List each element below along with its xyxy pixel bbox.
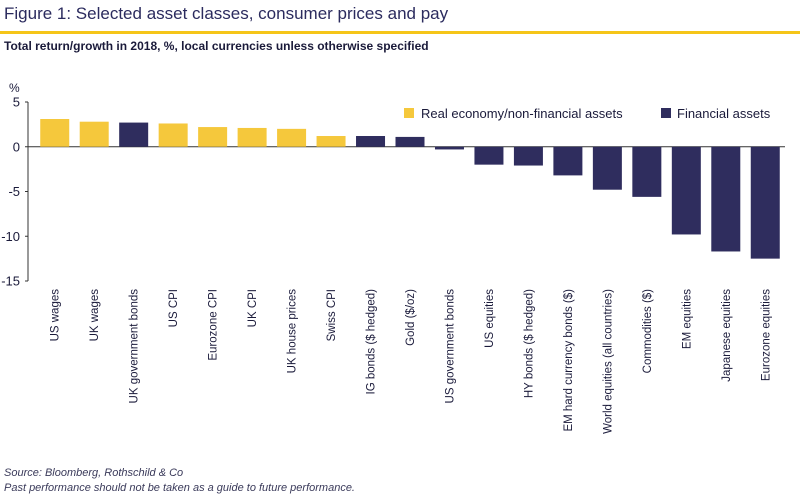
y-tick-label: 0: [13, 139, 20, 154]
x-tick-label: UK wages: [89, 289, 101, 342]
bar: [198, 127, 228, 147]
bar: [237, 127, 267, 147]
x-tick-label: Eurozone equities: [760, 289, 772, 381]
legend-swatch-real: [404, 108, 414, 118]
bar: [592, 146, 622, 190]
x-tick-label: UK government bonds: [129, 289, 141, 404]
bar: [513, 146, 543, 166]
legend: Financial assets Real economy/non-financi…: [404, 106, 771, 121]
bar: [711, 146, 741, 252]
legend-label-real: Real economy/non-financial assets: [421, 106, 623, 121]
bar: [119, 122, 149, 147]
x-tick-label: Commodities ($): [642, 289, 654, 374]
x-tick-label: UK house prices: [287, 289, 299, 374]
x-tick-label: HY bonds ($ hedged): [523, 289, 535, 398]
x-tick-label: Japanese equities: [721, 289, 733, 382]
source-note: Source: Bloomberg, Rothschild & Co: [4, 467, 184, 479]
x-tick-label: EM hard currency bonds ($): [563, 289, 575, 432]
title-rule: [0, 31, 800, 34]
x-tick-label: IG bonds ($ hedged): [366, 289, 378, 395]
bar: [316, 136, 346, 147]
x-tick-label: EM equities: [681, 289, 693, 349]
bar: [40, 119, 70, 147]
bar: [632, 146, 662, 197]
bar: [474, 146, 504, 165]
x-tick-labels: US wages UK wages UK government bonds US CP…: [50, 289, 773, 434]
legend-label-financial: Financial assets: [677, 106, 771, 121]
legend-swatch-financial: [661, 108, 671, 118]
bar: [750, 146, 780, 259]
x-tick-label: Eurozone CPI: [208, 289, 220, 361]
x-tick-label: Gold ($/oz): [405, 289, 417, 346]
disclaimer-note: Past performance should not be taken as …: [4, 482, 355, 494]
x-tick-label: UK CPI: [247, 289, 259, 327]
bar: [79, 121, 109, 147]
bar: [395, 136, 425, 147]
bar: [277, 128, 307, 147]
bar: [356, 136, 386, 147]
y-axis-label: %: [9, 81, 20, 95]
chart-title: Figure 1: Selected asset classes, consum…: [4, 4, 449, 23]
bar: [671, 146, 701, 235]
bar: [553, 146, 583, 176]
bar: [434, 146, 464, 150]
x-tick-label: US CPI: [168, 289, 180, 327]
x-tick-label: Swiss CPI: [326, 289, 338, 341]
y-tick-label: -15: [1, 274, 20, 289]
x-tick-label: World equities (all countries): [602, 289, 614, 434]
y-tick-label: -10: [1, 229, 20, 244]
x-tick-label: US wages: [50, 289, 62, 342]
chart-subtitle: Total return/growth in 2018, %, local cu…: [4, 39, 429, 53]
bars: [40, 119, 780, 259]
x-tick-label: US equities: [484, 289, 496, 348]
bar-chart: %5 0 -5 -10 -15 US wages UK wages UK governmen…: [1, 81, 785, 434]
x-tick-label: US government bonds: [444, 289, 456, 404]
y-tick-label: -5: [8, 184, 20, 199]
bar: [158, 123, 188, 147]
y-tick-label: 5: [13, 95, 20, 110]
